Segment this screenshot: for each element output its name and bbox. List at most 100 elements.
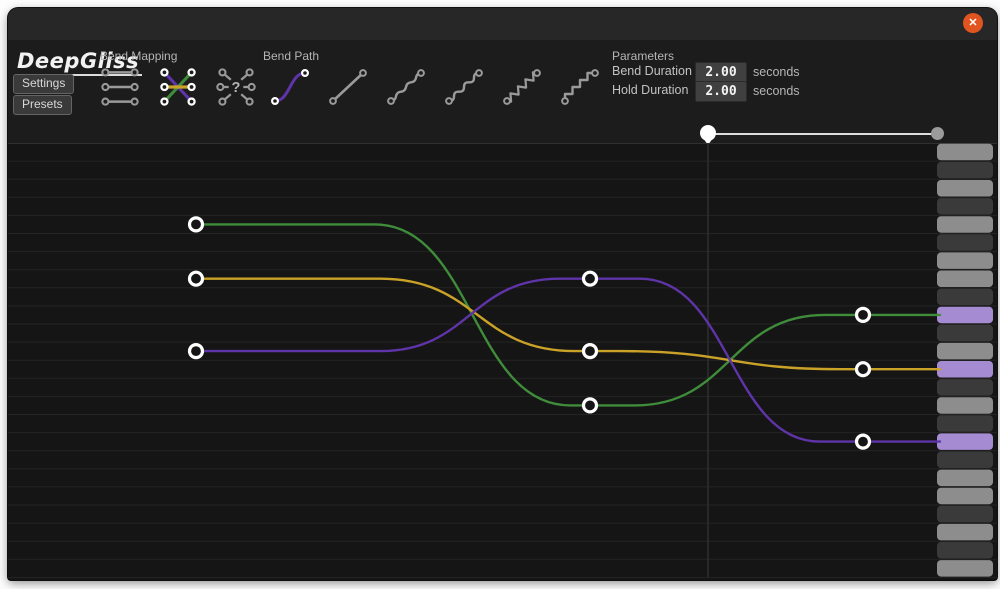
endpoint-dot	[130, 82, 139, 92]
endpoint-dot	[160, 97, 169, 106]
node-yellow-1[interactable]	[187, 270, 205, 287]
endpoint-dot	[216, 82, 225, 92]
endpoint-dot	[475, 69, 483, 77]
piano-key-6[interactable]	[937, 234, 993, 251]
piano-key-9[interactable]	[937, 288, 993, 306]
bend-duration-label: Bend Duration	[612, 64, 692, 78]
piano-key-24[interactable]	[937, 560, 993, 577]
piano-key-19[interactable]	[937, 469, 993, 487]
parallel-icon	[101, 68, 139, 106]
node-yellow-2[interactable]	[581, 343, 599, 360]
endpoint-dot	[329, 97, 337, 105]
piano-key-1[interactable]	[937, 143, 993, 161]
endpoint-dot	[160, 82, 169, 92]
voice-curve-purple	[194, 277, 942, 443]
endpoint-dot	[270, 96, 280, 105]
node-green-1[interactable]	[187, 216, 205, 233]
close-button[interactable]: ✕	[963, 13, 983, 33]
piano-key-17-active[interactable]	[937, 433, 993, 450]
bend-path-toolbar	[267, 64, 603, 110]
endpoint-dot	[417, 69, 425, 77]
node-purple-3[interactable]	[854, 433, 872, 450]
hold-duration-unit: seconds	[753, 84, 800, 98]
piano-key-13-active[interactable]	[937, 361, 993, 378]
endpoint-dot	[591, 69, 599, 77]
settings-button[interactable]: Settings	[13, 74, 75, 94]
hold-duration-label: Hold Duration	[612, 83, 689, 97]
endpoint-dot	[359, 69, 367, 77]
node-purple-2[interactable]	[581, 270, 599, 287]
endpoint-dot	[245, 97, 254, 106]
line-icon	[329, 69, 367, 105]
node-purple-1[interactable]	[187, 343, 205, 360]
presets-button[interactable]: Presets	[13, 95, 72, 115]
endpoint-dot	[130, 97, 139, 106]
piano-key-10-active[interactable]	[937, 306, 993, 324]
question-mark-glyph: ?	[232, 80, 241, 96]
endpoint-dot	[101, 82, 110, 92]
piano-key-15[interactable]	[937, 397, 993, 414]
random-icon: ?	[216, 68, 256, 106]
node-green-3[interactable]	[854, 306, 872, 323]
bend-duration-unit: seconds	[753, 65, 800, 79]
piano-key-18[interactable]	[937, 451, 993, 469]
piano-key-14[interactable]	[937, 379, 993, 396]
bend-duration-input[interactable]: 2.00	[695, 62, 747, 83]
piano-key-8[interactable]	[937, 270, 993, 288]
bend-path-option-steps[interactable]	[557, 64, 603, 110]
piano-key-23[interactable]	[937, 542, 993, 559]
endpoint-dot	[533, 69, 541, 77]
node-green-2[interactable]	[581, 397, 599, 414]
cross-icon	[160, 68, 196, 106]
endpoint-dot	[387, 97, 395, 105]
piano-key-7[interactable]	[937, 252, 993, 269]
wave-small-icon	[387, 69, 425, 105]
endpoint-dot	[218, 68, 227, 77]
bend-mapping-option-cross[interactable]	[154, 63, 202, 111]
bend-canvas[interactable]	[8, 143, 997, 580]
endpoint-dot	[247, 82, 256, 92]
piano-key-21[interactable]	[937, 505, 993, 523]
piano-key-4[interactable]	[937, 198, 993, 215]
bend-path-option-wave-large[interactable]	[441, 64, 487, 110]
bend-path-label: Bend Path	[263, 49, 320, 63]
endpoint-dot	[300, 68, 309, 78]
wave-large-icon	[445, 69, 483, 105]
voice-curve-yellow	[194, 277, 942, 371]
time-slider-handle[interactable]	[700, 125, 716, 145]
endpoint-dot	[445, 97, 453, 105]
endpoint-dot	[187, 97, 196, 106]
endpoint-dot	[101, 68, 110, 77]
bend-mapping-option-parallel[interactable]	[96, 63, 144, 111]
piano-key-16[interactable]	[937, 415, 993, 432]
endpoint-dot	[245, 68, 254, 77]
endpoint-dot	[187, 68, 196, 77]
piano-key-11[interactable]	[937, 324, 993, 342]
bend-path-option-wave-small[interactable]	[383, 64, 429, 110]
bend-path-option-zigzag[interactable]	[499, 64, 545, 110]
zigzag-icon	[503, 69, 541, 105]
bend-mapping-label: Bend Mapping	[100, 49, 178, 63]
hold-duration-input[interactable]: 2.00	[695, 81, 747, 102]
time-slider-end-dot[interactable]	[931, 127, 944, 140]
piano-key-3[interactable]	[937, 180, 993, 197]
piano-key-22[interactable]	[937, 523, 993, 541]
piano-key-12[interactable]	[937, 342, 993, 360]
bend-mapping-option-random[interactable]: ?	[212, 63, 260, 111]
steps-icon	[561, 69, 599, 105]
node-yellow-3[interactable]	[854, 361, 872, 378]
endpoint-dot	[160, 68, 169, 77]
bend-path-option-s-curve[interactable]	[267, 64, 313, 110]
parameters-label: Parameters	[612, 49, 675, 63]
piano-key-20[interactable]	[937, 487, 993, 505]
bend-path-option-line[interactable]	[325, 64, 371, 110]
time-slider-track[interactable]	[708, 133, 938, 135]
bend-mapping-toolbar: ?	[96, 63, 260, 111]
titlebar[interactable]: ✕	[8, 8, 997, 40]
endpoint-dot	[561, 97, 569, 105]
endpoint-dot	[503, 97, 511, 105]
piano-key-5[interactable]	[937, 216, 993, 233]
piano-key-2[interactable]	[937, 161, 993, 179]
endpoint-dot	[130, 68, 139, 77]
